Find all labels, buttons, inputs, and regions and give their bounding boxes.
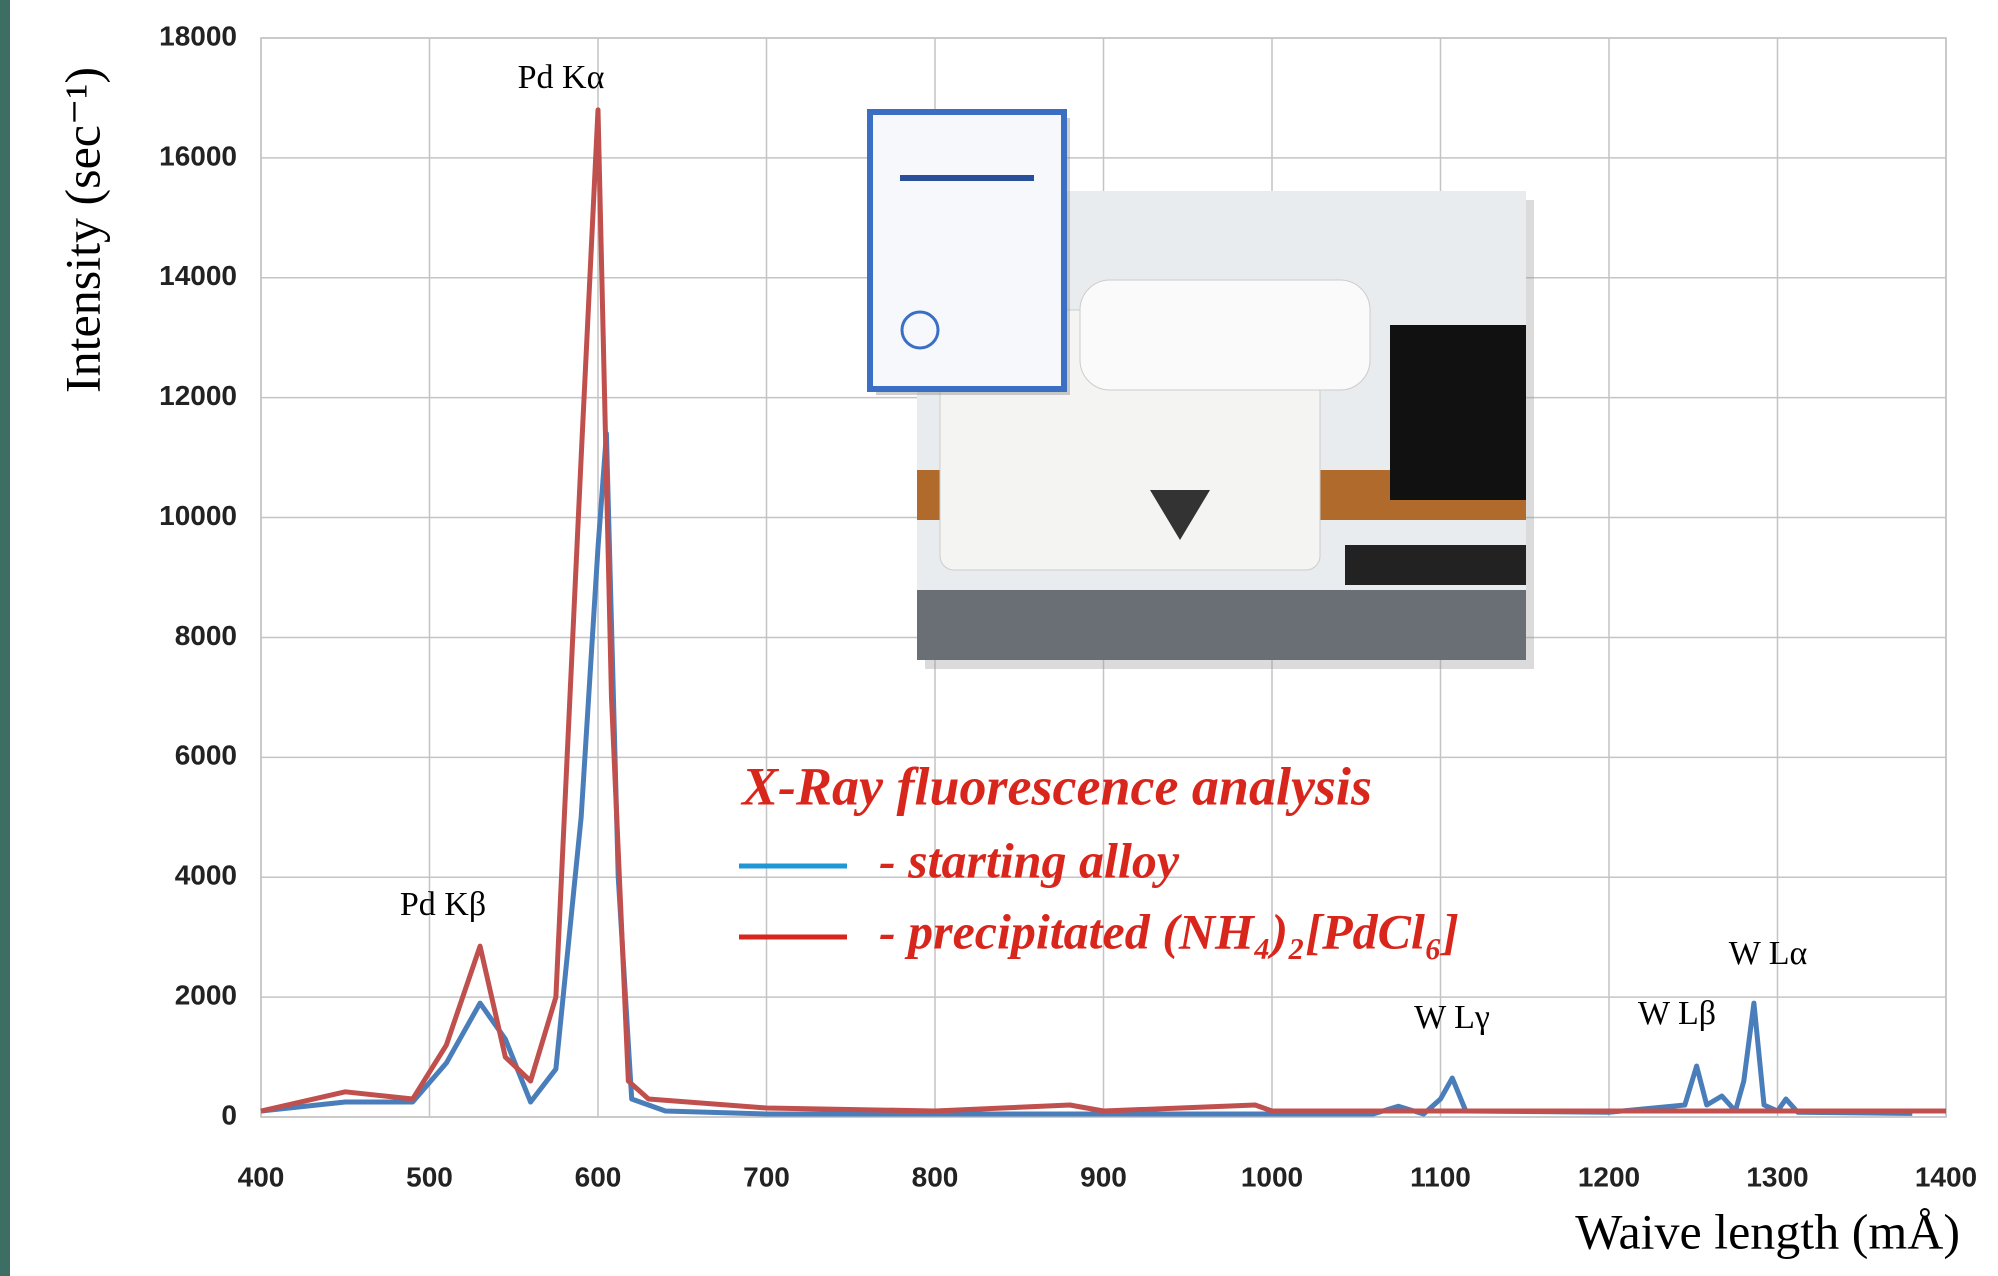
y-tick-label: 14000 [159, 260, 237, 291]
y-tick-label: 4000 [175, 860, 237, 891]
series-line [260, 431, 1913, 1117]
legend-title: X-Ray fluorescence analysis [740, 756, 1372, 816]
peak-annotation: Pd Kα [518, 59, 605, 96]
x-tick-label: 700 [743, 1161, 790, 1192]
y-tick-label: 8000 [175, 620, 237, 651]
desk-base [917, 590, 1526, 660]
instrument-lid [1079, 279, 1371, 391]
certificate-seal [900, 310, 940, 350]
y-tick-label: 10000 [159, 500, 237, 531]
logo [1150, 490, 1210, 540]
x-tick-label: 800 [912, 1161, 959, 1192]
photo-inset [867, 109, 1534, 669]
x-tick-label: 1400 [1915, 1161, 1977, 1192]
peak-annotation: W Lα [1729, 935, 1808, 972]
certificate [867, 109, 1067, 392]
x-tick-label: 600 [575, 1161, 622, 1192]
peak-annotation: W Lβ [1638, 995, 1716, 1032]
x-tick-label: 1200 [1578, 1161, 1640, 1192]
peak-annotation: Pd Kβ [400, 886, 486, 923]
x-tick-label: 900 [1080, 1161, 1127, 1192]
certificate-heading [900, 175, 1034, 181]
x-tick-label: 1100 [1410, 1161, 1471, 1192]
y-tick-label: 16000 [159, 140, 237, 171]
legend-label: - starting alloy [879, 832, 1180, 888]
x-tick-label: 500 [406, 1161, 453, 1192]
y-tick-label: 18000 [159, 20, 237, 51]
side-strip [0, 0, 10, 1276]
y-axis-label: Intensity (sec⁻¹) [54, 67, 110, 393]
y-tick-label: 12000 [159, 380, 237, 411]
series-line [260, 107, 1946, 1114]
y-tick-label: 6000 [175, 740, 237, 771]
x-tick-label: 400 [238, 1161, 285, 1192]
y-tick-label: 0 [221, 1099, 237, 1130]
legend-label: - precipitated (NH₄)₂[PdCl₆] [879, 903, 1459, 959]
x-tick-label: 1300 [1746, 1161, 1808, 1192]
y-tick-label: 2000 [175, 980, 237, 1011]
keyboard [1345, 545, 1526, 585]
monitor [1390, 325, 1526, 500]
x-axis-label: Waive length (mÅ) [1575, 1203, 1960, 1259]
peak-annotation: W Lγ [1414, 999, 1490, 1036]
x-tick-label: 1000 [1241, 1161, 1303, 1192]
